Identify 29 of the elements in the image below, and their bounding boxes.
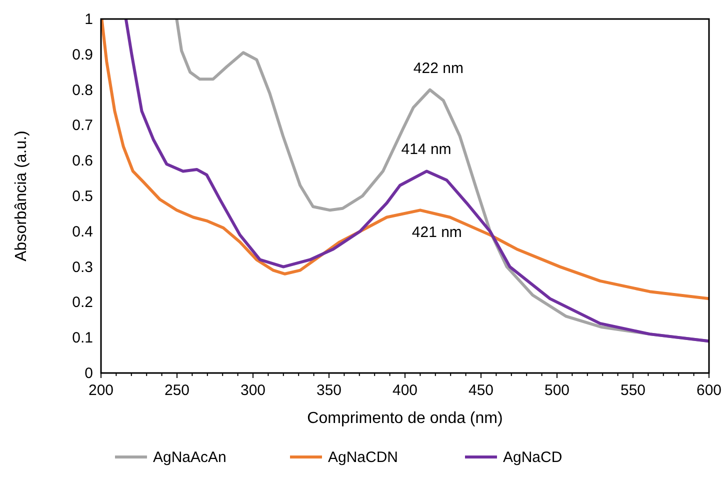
x-axis-title: Comprimento de onda (nm) [307,410,503,427]
y-tick-label: 0.1 [72,330,93,347]
x-tick-label: 550 [620,382,646,399]
annotation: 414 nm [401,141,452,158]
x-tick-label: 500 [544,382,570,399]
legend-label: AgNaCD [503,449,562,466]
legend-label: AgNaCDN [328,449,398,466]
y-tick-label: 0.5 [72,188,93,205]
x-tick-label: 200 [88,382,114,399]
x-tick-label: 400 [392,382,418,399]
legend-label: AgNaAcAn [153,449,226,466]
y-tick-label: 0.9 [72,46,93,64]
x-tick-label: 600 [696,382,722,399]
y-tick-label: 0.2 [72,294,93,312]
x-tick-label: 450 [468,382,494,399]
annotation: 421 nm [412,224,462,242]
y-tick-label: 0.6 [72,152,93,170]
x-tick-label: 300 [240,382,266,399]
y-tick-label: 0.7 [72,117,93,134]
x-tick-label: 350 [316,382,342,399]
line-series [101,19,709,300]
y-tick-label: 0.8 [72,82,93,99]
x-tick-label: 250 [164,382,190,399]
y-tick-label: 0.3 [72,258,93,276]
y-tick-label: 0 [84,365,93,382]
y-tick-label: 0.4 [72,223,93,240]
y-tick-label: 1 [84,11,93,28]
y-axis-title: Absorbância (a.u.) [13,130,30,262]
annotation: 422 nm [413,60,464,77]
